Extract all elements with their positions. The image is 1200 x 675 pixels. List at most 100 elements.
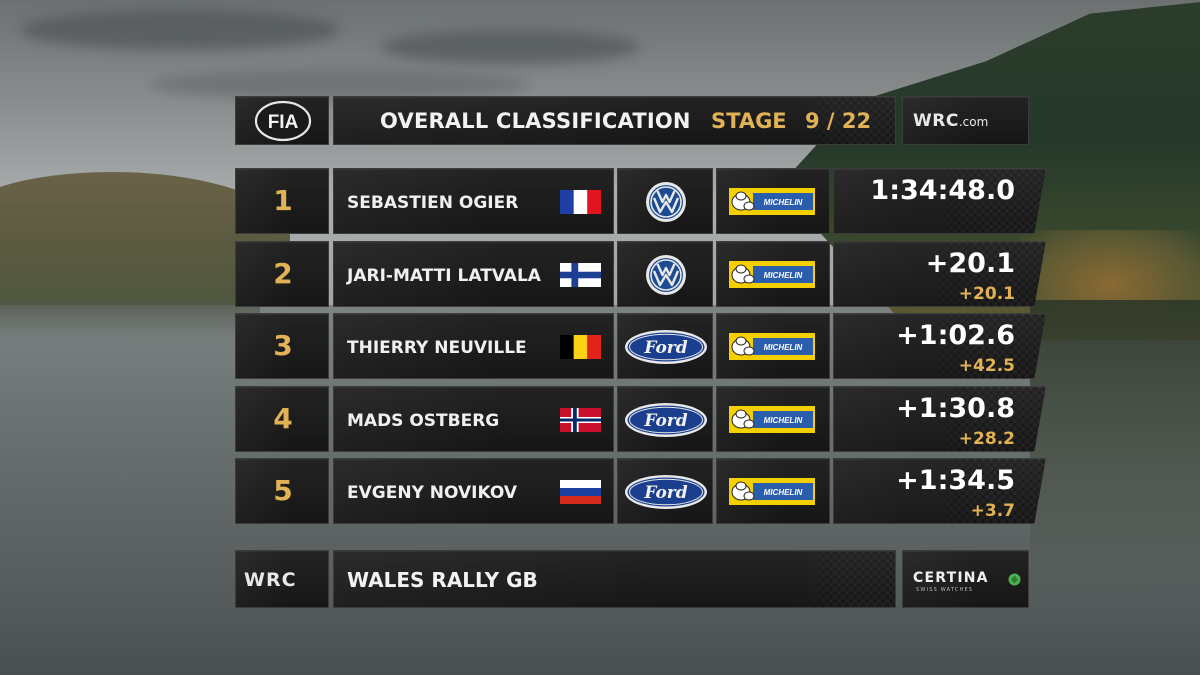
certina-tagline: SWISS WATCHES — [916, 587, 974, 593]
michelin-logo-icon: MICHELIN — [729, 478, 815, 505]
checker-pattern — [905, 459, 1045, 523]
classification-title: OVERALL CLASSIFICATION — [380, 109, 691, 133]
volkswagen-logo-icon — [646, 182, 686, 222]
checker-pattern — [905, 169, 1045, 233]
manufacturer-panel — [617, 241, 713, 307]
standing-row: 2 JARI-MATTI LATVALA MICHELIN +20.1 +20.1 — [0, 241, 1200, 307]
ford-logo-icon: Ford — [625, 475, 707, 509]
fia-logo-text: FIA — [268, 112, 299, 133]
total-time: +20.1 — [925, 248, 1015, 279]
driver-panel: SEBASTIEN OGIER — [333, 168, 614, 234]
ford-logo-text: Ford — [643, 411, 687, 431]
time-panel: +1:34.5 +3.7 — [833, 458, 1046, 524]
position-number: 4 — [273, 402, 293, 435]
manufacturer-panel: Ford — [617, 313, 713, 379]
manufacturer-panel: Ford — [617, 386, 713, 452]
michelin-logo-text: MICHELIN — [764, 198, 803, 207]
position-number: 2 — [273, 257, 293, 290]
position-panel: 3 — [235, 313, 329, 379]
ford-logo-text: Ford — [643, 338, 687, 358]
event-name: WALES RALLY GB — [347, 568, 538, 592]
michelin-logo-icon: MICHELIN — [729, 188, 815, 215]
france-flag — [560, 190, 601, 214]
time-panel: +20.1 +20.1 — [833, 241, 1046, 307]
tyre-supplier-panel: MICHELIN — [716, 313, 830, 379]
position-panel: 4 — [235, 386, 329, 452]
standing-row: 4 MADS OSTBERG Ford MICHELIN +1:30.8 +28.2 — [0, 386, 1200, 452]
norway-flag — [560, 408, 601, 432]
driver-name: SEBASTIEN OGIER — [347, 193, 519, 213]
michelin-logo-text: MICHELIN — [764, 271, 803, 280]
event-panel: WALES RALLY GB — [333, 550, 896, 608]
finland-flag — [560, 263, 601, 287]
gap-to-previous: +3.7 — [970, 501, 1015, 521]
cloud — [380, 30, 640, 64]
forest-reflection — [1030, 300, 1200, 600]
stage-number: 9 / 22 — [805, 109, 872, 133]
position-panel: 5 — [235, 458, 329, 524]
manufacturer-panel: Ford — [617, 458, 713, 524]
driver-panel: MADS OSTBERG — [333, 386, 614, 452]
ford-logo-text: Ford — [643, 483, 687, 503]
wrc-com-logo-suffix: .com — [958, 115, 989, 129]
wrc-com-logo-main: WRC — [913, 111, 959, 131]
time-panel: +1:30.8 +28.2 — [833, 386, 1046, 452]
time-panel: 1:34:48.0 — [833, 168, 1046, 234]
position-number: 3 — [273, 329, 293, 362]
wrc-com-logo-panel: WRC.com — [902, 96, 1029, 145]
total-time: +1:02.6 — [896, 320, 1015, 351]
belgium-flag — [560, 335, 601, 359]
driver-name: JARI-MATTI LATVALA — [347, 266, 541, 286]
total-time: +1:30.8 — [896, 393, 1015, 424]
cloud — [20, 10, 340, 50]
michelin-logo-text: MICHELIN — [764, 343, 803, 352]
driver-name: MADS OSTBERG — [347, 411, 500, 431]
position-number: 5 — [273, 474, 293, 507]
standing-row: 5 EVGENY NOVIKOV Ford MICHELIN +1:34.5 +3.7 — [0, 458, 1200, 524]
driver-panel: THIERRY NEUVILLE — [333, 313, 614, 379]
michelin-logo-text: MICHELIN — [764, 416, 803, 425]
wrc-com-logo: WRC.com — [913, 111, 988, 131]
tyre-supplier-panel: MICHELIN — [716, 168, 830, 234]
checker-pattern — [785, 97, 895, 144]
gap-to-previous: +42.5 — [958, 356, 1015, 376]
certina-logo-text: CERTINA — [913, 570, 989, 586]
tyre-supplier-panel: MICHELIN — [716, 458, 830, 524]
ford-logo-icon: Ford — [625, 330, 707, 364]
driver-name: EVGENY NOVIKOV — [347, 483, 518, 503]
volkswagen-logo-icon — [646, 255, 686, 295]
driver-panel: EVGENY NOVIKOV — [333, 458, 614, 524]
checker-pattern — [785, 551, 895, 607]
gap-to-previous: +28.2 — [958, 429, 1015, 449]
checker-pattern — [905, 387, 1045, 451]
driver-panel: JARI-MATTI LATVALA — [333, 241, 614, 307]
fia-logo-icon: FIA — [254, 100, 312, 142]
michelin-logo-icon: MICHELIN — [729, 406, 815, 433]
time-panel: +1:02.6 +42.5 — [833, 313, 1046, 379]
standing-row: 3 THIERRY NEUVILLE Ford MICHELIN +1:02.6 +42.… — [0, 313, 1200, 379]
fia-logo-panel: FIA — [235, 96, 329, 145]
standing-row: 1 SEBASTIEN OGIER MICHELIN 1:34:48.0 — [0, 168, 1200, 234]
hill-reflection — [0, 300, 260, 340]
ford-logo-icon: Ford — [625, 403, 707, 437]
michelin-logo-icon: MICHELIN — [729, 261, 815, 288]
michelin-logo-text: MICHELIN — [764, 488, 803, 497]
wrc-logo-panel: WRC — [235, 550, 329, 608]
position-number: 1 — [273, 184, 293, 217]
checker-pattern — [905, 314, 1045, 378]
russia-flag — [560, 480, 601, 504]
certina-turtle-icon — [1008, 573, 1021, 586]
wrc-logo: WRC — [244, 569, 297, 591]
total-time: 1:34:48.0 — [870, 175, 1015, 206]
sponsor-panel: CERTINA SWISS WATCHES — [902, 550, 1029, 608]
driver-name: THIERRY NEUVILLE — [347, 338, 527, 358]
manufacturer-panel — [617, 168, 713, 234]
stage-label: STAGE — [711, 109, 787, 133]
michelin-logo-icon: MICHELIN — [729, 333, 815, 360]
tyre-supplier-panel: MICHELIN — [716, 386, 830, 452]
total-time: +1:34.5 — [896, 465, 1015, 496]
cloud — [150, 70, 530, 100]
position-panel: 1 — [235, 168, 329, 234]
checker-pattern — [905, 242, 1045, 306]
position-panel: 2 — [235, 241, 329, 307]
